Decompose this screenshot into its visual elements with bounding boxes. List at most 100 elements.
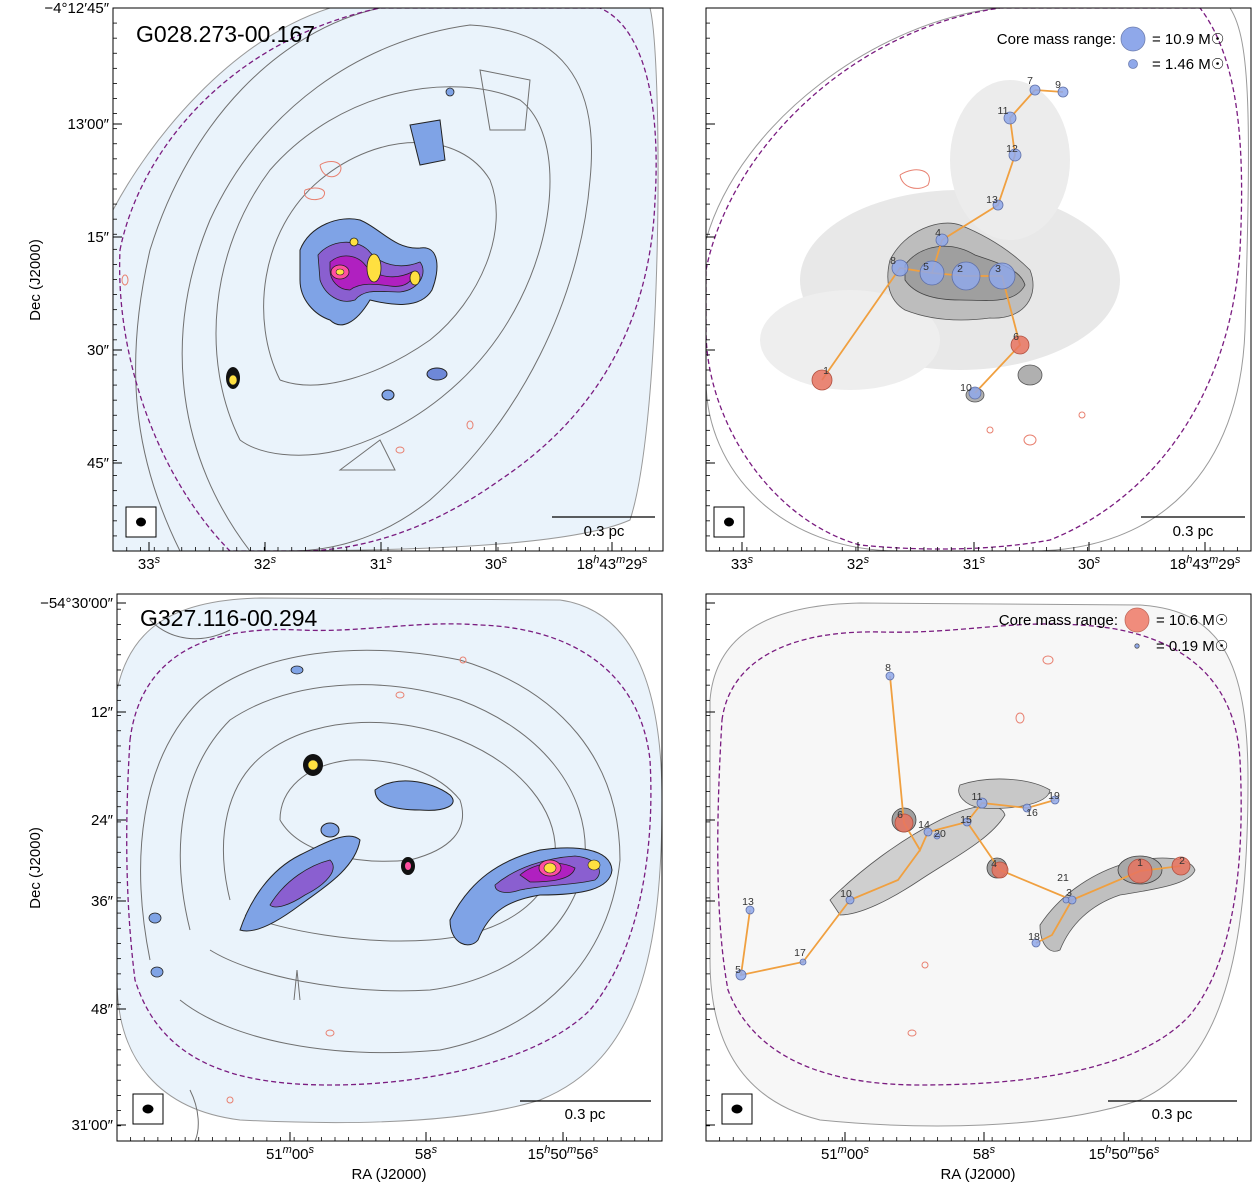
dec-tick-label: −4°12′45″ <box>44 0 109 17</box>
core-marker <box>951 261 981 291</box>
core-marker <box>799 958 807 966</box>
ra-tick-label: 33s <box>731 554 754 573</box>
core-marker <box>992 199 1004 211</box>
core-label: 12 <box>1006 143 1018 155</box>
core-marker <box>735 969 747 981</box>
ra-axis: 33s 32s 31s 30s 18h43m29s <box>112 542 664 573</box>
core-label: 13 <box>986 194 998 206</box>
core-label: 21 <box>1057 872 1069 884</box>
panel-title: G327.116-00.294 <box>140 605 318 631</box>
core-marker <box>1127 858 1153 884</box>
core-label: 3 <box>995 263 1001 275</box>
scalebar-label: 0.3 pc <box>565 1106 606 1123</box>
red-contours <box>226 656 467 1104</box>
core-label: 8 <box>890 255 896 267</box>
ra-tick-label: 32s <box>254 554 277 573</box>
core-marker <box>894 813 914 833</box>
legend-max-value: = 10.9 M☉ <box>1152 31 1224 48</box>
core-marker <box>1010 335 1030 355</box>
scalebar: 0.3 pc <box>552 516 655 540</box>
legend-max-value: = 10.6 M☉ <box>1156 612 1228 629</box>
core-label: 14 <box>918 819 930 831</box>
ra-tick-label: 18h43m29s <box>1170 554 1241 573</box>
legend-max-marker <box>1120 26 1146 52</box>
core-marker <box>1050 795 1060 805</box>
core-marker <box>935 233 949 247</box>
y-axis-title-top: Dec (J2000) <box>27 239 44 321</box>
dec-tick-label: −54°30′00″ <box>40 595 114 612</box>
scalebar-label: 0.3 pc <box>1173 523 1214 540</box>
core-marker <box>885 671 895 681</box>
y-axis-title-bottom: Dec (J2000) <box>27 827 44 909</box>
core-marker <box>923 827 933 837</box>
core-marker <box>1022 803 1032 813</box>
ra-tick-label: 15h50m56s <box>1089 1144 1160 1163</box>
core-markers: 1 2 3 4 5 6 8 10 11 13 14 15 16 17 18 19 20 21 <box>735 662 1191 981</box>
map-coverage-background <box>117 597 662 1124</box>
core-marker <box>1171 856 1191 876</box>
core-label: 4 <box>991 858 997 870</box>
scalebar: 0.3 pc <box>1141 516 1245 540</box>
core-mass-legend: Core mass range: = 10.6 M☉ = 0.19 M☉ <box>999 607 1228 655</box>
core-marker <box>988 262 1016 290</box>
core-label: 2 <box>957 263 963 275</box>
legend-min-value: = 0.19 M☉ <box>1156 638 1228 655</box>
core-label: 11 <box>998 105 1009 117</box>
scalebar-label: 0.3 pc <box>584 523 625 540</box>
core-label: 1 <box>823 365 829 377</box>
ra-tick-label: 32s <box>847 554 870 573</box>
dec-axis <box>706 593 715 1142</box>
core-marker <box>745 905 755 915</box>
core-label: 7 <box>1027 75 1033 87</box>
core-marker <box>962 817 972 827</box>
map-coverage-background <box>709 602 1249 1127</box>
ra-axis: 51m00s 58s 15h50m56s <box>705 1132 1252 1163</box>
dec-tick-label: 36″ <box>91 893 114 910</box>
dec-tick-label: 45″ <box>87 455 110 472</box>
fov-boundary <box>706 8 1243 550</box>
dec-axis <box>706 7 715 552</box>
panel-top-left: G028.273-00.167 0.3 pc −4°12′45″ 13′00″ 15… <box>44 0 664 573</box>
legend-min-value: = 1.46 M☉ <box>1152 56 1224 73</box>
legend-label: Core mass range: <box>997 31 1116 48</box>
core-label: 11 <box>972 791 983 803</box>
core-label: 16 <box>1026 807 1038 819</box>
dec-tick-label: 30″ <box>87 342 110 359</box>
single-dish-contours <box>135 8 592 551</box>
dec-axis: −4°12′45″ 13′00″ 15″ 30″ 45″ <box>44 0 122 552</box>
core-label: 2 <box>1179 855 1185 867</box>
red-contours <box>899 169 1086 446</box>
scalebar-label: 0.3 pc <box>1152 1106 1193 1123</box>
legend-min-marker <box>1134 643 1140 649</box>
core-marker <box>891 259 909 277</box>
ra-tick-label: 58s <box>973 1144 996 1163</box>
ra-tick-label: 33s <box>138 554 161 573</box>
dec-axis: −54°30′00″ 12″ 24″ 36″ 48″ 31′00″ <box>40 593 126 1142</box>
ra-tick-label: 51m00s <box>266 1144 315 1163</box>
core-marker <box>1057 86 1069 98</box>
dec-tick-label: 13′00″ <box>68 116 110 133</box>
beam-indicator <box>721 1093 753 1125</box>
dec-tick-label: 24″ <box>91 812 114 829</box>
panel-bottom-right: 1 2 3 4 5 6 8 10 11 13 14 15 16 17 18 19 20 21 Core mass … <box>705 593 1252 1163</box>
core-label: 5 <box>923 261 929 273</box>
ra-tick-label: 51m00s <box>821 1144 870 1163</box>
core-label: 4 <box>935 227 941 239</box>
core-label: 18 <box>1028 931 1040 943</box>
core-marker <box>811 369 833 391</box>
red-contours <box>121 161 474 454</box>
fov-boundary <box>717 623 1242 1086</box>
dec-tick-label: 48″ <box>91 1001 114 1018</box>
dec-tick-label: 15″ <box>87 229 110 246</box>
core-label: 20 <box>934 828 946 840</box>
core-label: 6 <box>1013 331 1019 343</box>
core-label: 9 <box>1055 79 1061 91</box>
fov-boundary <box>118 8 657 551</box>
core-label: 3 <box>1066 887 1072 899</box>
core-label: 13 <box>742 896 754 908</box>
scalebar: 0.3 pc <box>1108 1100 1237 1123</box>
dec-tick-label: 31′00″ <box>72 1117 114 1134</box>
